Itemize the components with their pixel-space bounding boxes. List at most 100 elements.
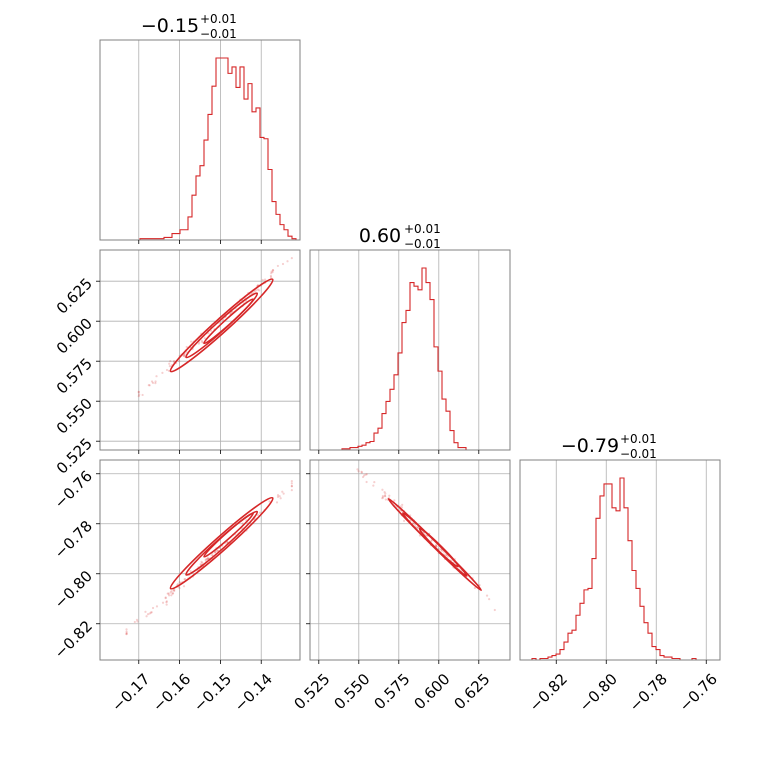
- pair-panel-2-0: [96, 459, 301, 664]
- x-tick-label-0-1: −0.16: [149, 670, 194, 715]
- scatter-point: [383, 490, 386, 494]
- scatter-point: [200, 560, 203, 563]
- scatter-point: [169, 360, 172, 363]
- scatter-point: [203, 337, 206, 340]
- x-tick-label-2-1: −0.80: [576, 670, 621, 715]
- scatter-point: [381, 495, 384, 498]
- scatter-point: [197, 342, 200, 345]
- scatter-point: [488, 598, 491, 601]
- scatter-point: [372, 484, 375, 487]
- hist-step-0: [100, 57, 300, 240]
- scatter-point: [198, 341, 201, 344]
- scatter-point: [164, 596, 167, 600]
- y-tick-label-2-2: −0.78: [51, 517, 96, 562]
- scatter-point: [255, 289, 258, 292]
- y-tick-label-1-1: 0.550: [53, 394, 96, 437]
- y-tick-label-2-0: −0.82: [51, 617, 96, 662]
- scatter-point: [185, 345, 188, 349]
- scatter-point: [400, 506, 404, 509]
- scatter-point: [388, 494, 391, 497]
- param-title-1: 0.60: [359, 225, 401, 247]
- x-tick-label-0-2: −0.15: [190, 670, 235, 715]
- scatter-point: [150, 611, 153, 614]
- scatter-point: [146, 613, 150, 616]
- scatter-point: [416, 527, 419, 530]
- scatter-point: [416, 526, 419, 529]
- scatter-point: [446, 555, 449, 558]
- scatter-point: [434, 543, 438, 547]
- scatter-point: [169, 591, 172, 594]
- scatter-point: [168, 362, 171, 365]
- y-tick-label-1-3: 0.600: [53, 314, 96, 357]
- scatter-point: [137, 391, 140, 394]
- scatter-point: [360, 470, 363, 473]
- scatter-point: [168, 364, 171, 368]
- scatter-point: [135, 618, 139, 621]
- scatter-point: [137, 394, 140, 398]
- scatter-point: [149, 611, 152, 614]
- hist-frame-2: [519, 459, 721, 661]
- scatter-point: [183, 353, 186, 356]
- hist-step-1: [310, 267, 510, 450]
- scatter-point: [281, 262, 285, 266]
- scatter-point: [493, 608, 496, 612]
- scatter-point: [342, 453, 344, 455]
- scatter-point: [473, 586, 477, 590]
- scatter-point: [171, 592, 175, 595]
- scatter-point: [189, 570, 192, 573]
- scatter-point: [269, 276, 273, 279]
- contour-0-1: [169, 278, 274, 373]
- contour-2-2: [418, 527, 459, 568]
- scatter-point: [365, 480, 368, 484]
- scatter-point: [384, 498, 387, 501]
- scatter-point: [138, 393, 141, 396]
- scatter-point: [148, 384, 151, 387]
- scatter-point: [398, 509, 402, 512]
- scatter-point: [147, 384, 150, 387]
- scatter-point: [382, 496, 385, 499]
- scatter-point: [290, 488, 293, 492]
- scatter-point: [182, 585, 186, 588]
- hist-step-2: [520, 477, 720, 660]
- scatter-point: [176, 582, 179, 586]
- pair-frame-2: [309, 459, 511, 661]
- scatter-point: [148, 612, 151, 615]
- scatter-point: [276, 495, 280, 498]
- x-tick-label-1-0: 0.525: [290, 670, 333, 713]
- hist-frame-1: [309, 249, 511, 451]
- scatter-point: [136, 620, 139, 623]
- y-tick-label-1-0: 0.525: [53, 434, 96, 477]
- scatter-point: [278, 495, 281, 498]
- scatter-point: [381, 497, 384, 500]
- scatter-point: [268, 500, 271, 503]
- param-title-plus-0: +0.01: [200, 12, 237, 26]
- scatter-point: [279, 497, 282, 500]
- scatter-point: [190, 340, 193, 343]
- scatter-point: [256, 513, 260, 517]
- scatter-point: [172, 359, 176, 363]
- scatter-point: [364, 473, 367, 476]
- scatter-point: [430, 539, 433, 543]
- hist-frame-0: [99, 39, 301, 241]
- scatter-point: [271, 269, 275, 272]
- scatter-point: [445, 554, 448, 557]
- scatter-point: [178, 586, 181, 590]
- x-tick-label-1-4: 0.625: [450, 670, 493, 713]
- scatter-point: [365, 473, 368, 476]
- scatter-point: [206, 557, 209, 561]
- scatter-point: [276, 494, 280, 497]
- scatter-point: [270, 272, 273, 275]
- x-tick-label-1-3: 0.600: [410, 670, 453, 713]
- scatter-point: [182, 354, 185, 357]
- scatter-point: [361, 475, 365, 479]
- scatter-point: [167, 369, 171, 372]
- scatter-point: [271, 270, 274, 274]
- scatter-point: [412, 522, 415, 525]
- scatter-point: [357, 470, 360, 473]
- pair-frame-1: [99, 459, 301, 661]
- scatter-point: [172, 589, 175, 592]
- scatter-point: [434, 544, 438, 547]
- scatter-point: [401, 503, 404, 506]
- scatter-point: [290, 257, 293, 260]
